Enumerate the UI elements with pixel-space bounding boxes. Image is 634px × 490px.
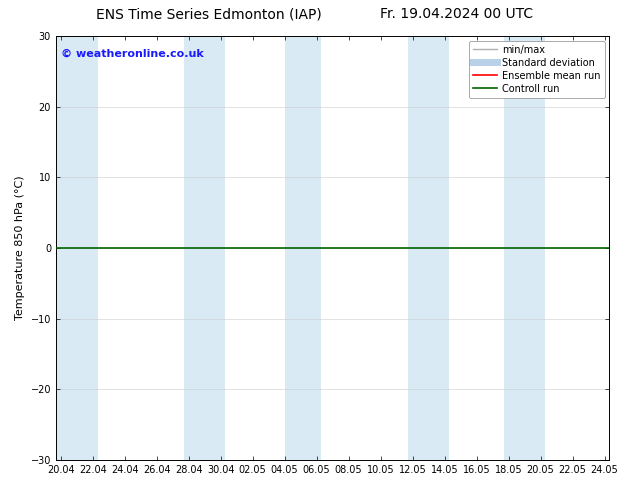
Text: © weatheronline.co.uk: © weatheronline.co.uk (61, 49, 204, 59)
Bar (56, 36, 98, 460)
Text: ENS Time Series Edmonton (IAP): ENS Time Series Edmonton (IAP) (96, 7, 322, 22)
Legend: min/max, Standard deviation, Ensemble mean run, Controll run: min/max, Standard deviation, Ensemble me… (469, 41, 605, 98)
Bar (504, 36, 545, 460)
Bar (285, 36, 321, 460)
Y-axis label: Temperature 850 hPa (°C): Temperature 850 hPa (°C) (15, 176, 25, 320)
Text: Fr. 19.04.2024 00 UTC: Fr. 19.04.2024 00 UTC (380, 7, 533, 22)
Bar (184, 36, 226, 460)
Bar (408, 36, 450, 460)
